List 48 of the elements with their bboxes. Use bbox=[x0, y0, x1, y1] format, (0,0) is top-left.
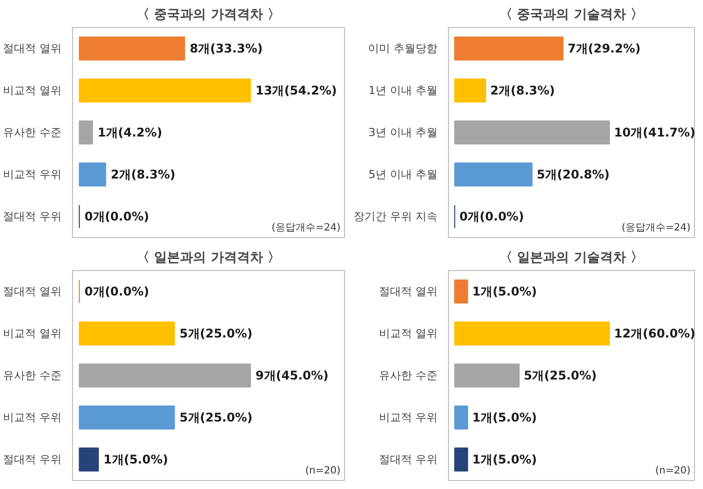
y-tick-label: 비교적 우위 bbox=[3, 411, 62, 424]
text: (응답개수=24) bbox=[622, 222, 691, 234]
chart-title: 〈 중국과의 기술격차 〉 bbox=[500, 8, 644, 22]
y-tick-label: 절대적 열위 bbox=[3, 42, 62, 55]
y-tick-label: 절대적 우위 bbox=[3, 453, 62, 466]
data-label: 5개(20.8%) bbox=[536, 168, 610, 182]
chart-title: 〈 일본과의 기술격차 〉 bbox=[500, 250, 644, 266]
y-tick-label: 절대적 열위 bbox=[379, 285, 438, 298]
data-label: 0개(0.0%) bbox=[84, 284, 150, 298]
data-label: 0개(0.0%) bbox=[84, 210, 150, 224]
data-label: 1개(4.2%) bbox=[98, 126, 162, 140]
text: (n=20) bbox=[655, 466, 691, 476]
data-label: 7개(29.2%) bbox=[568, 42, 641, 56]
y-tick-label: 절대적 우위 bbox=[379, 453, 438, 466]
chart-title: 〈 일본과의 가격격차 〉 bbox=[136, 250, 280, 266]
y-tick-label: 절대적 열위 bbox=[3, 285, 62, 298]
data-label: 2개(8.3%) bbox=[110, 168, 176, 182]
text: (n=20) bbox=[305, 466, 341, 476]
y-tick-label: 장기간 우위 지속 bbox=[354, 210, 438, 223]
y-tick-label: 절대적 우위 bbox=[3, 210, 62, 223]
y-tick-label: 비교적 열위 bbox=[3, 84, 62, 97]
y-tick-label: 비교적 우위 bbox=[379, 411, 438, 424]
y-tick-label: 비교적 열위 bbox=[379, 327, 438, 340]
data-label: 5개(25.0%) bbox=[524, 368, 597, 382]
y-tick-label: 1년 이내 추월 bbox=[368, 84, 438, 97]
data-label: 5개(25.0%) bbox=[180, 326, 252, 340]
data-label: 10개(41.7%) bbox=[614, 126, 696, 140]
y-tick-label: 비교적 우위 bbox=[3, 168, 62, 181]
data-label: 1개(5.0%) bbox=[472, 452, 537, 466]
y-tick-label: 유사한 수준 bbox=[3, 126, 62, 139]
data-label: 1개(5.0%) bbox=[103, 452, 168, 466]
y-tick-label: 유사한 수준 bbox=[379, 369, 438, 382]
text: (응답개수=24) bbox=[272, 222, 341, 234]
y-tick-label: 3년 이내 추월 bbox=[368, 126, 438, 139]
data-label: 9개(45.0%) bbox=[256, 368, 328, 382]
chart-title: 〈 중국과의 가격격차 〉 bbox=[136, 8, 280, 22]
data-label: 5개(25.0%) bbox=[180, 410, 252, 424]
y-tick-label: 5년 이내 추월 bbox=[368, 168, 438, 181]
data-label: 1개(5.0%) bbox=[472, 284, 537, 298]
data-label: 0개(0.0%) bbox=[459, 210, 524, 224]
data-label: 12개(60.0%) bbox=[614, 326, 696, 340]
y-tick-label: 비교적 열위 bbox=[3, 327, 62, 340]
data-label: 13개(54.2%) bbox=[256, 84, 337, 98]
data-label: 1개(5.0%) bbox=[472, 410, 537, 424]
y-tick-label: 유사한 수준 bbox=[3, 369, 62, 382]
y-tick-label: 이미 추월당함 bbox=[368, 42, 438, 55]
data-label: 8개(33.3%) bbox=[190, 42, 263, 56]
data-label: 2개(8.3%) bbox=[490, 84, 555, 98]
